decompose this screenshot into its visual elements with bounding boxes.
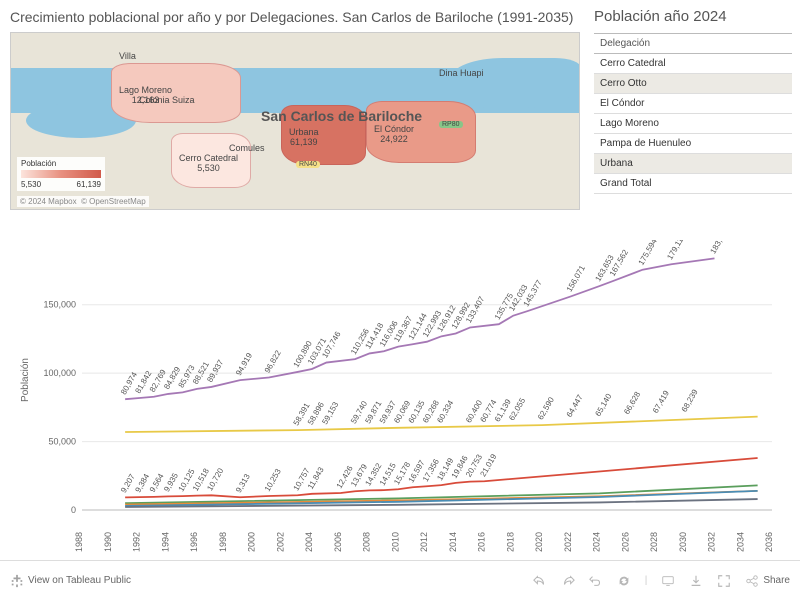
map-title: Crecimiento poblacional por año y por De…: [10, 8, 580, 26]
view-on-tableau-link[interactable]: View on Tableau Public: [28, 575, 131, 586]
svg-text:2002: 2002: [275, 532, 285, 552]
svg-text:2028: 2028: [649, 532, 659, 552]
svg-text:2032: 2032: [707, 532, 717, 552]
map-canvas[interactable]: VillaLago Moreno12,163Colonia SuizaCerro…: [10, 32, 580, 210]
map-center-label: San Carlos de Bariloche: [261, 108, 422, 124]
share-button[interactable]: Share: [745, 574, 790, 588]
map-attribution: © 2024 Mapbox © OpenStreetMap: [17, 196, 149, 207]
svg-text:2022: 2022: [563, 532, 573, 552]
svg-text:2018: 2018: [505, 532, 515, 552]
svg-text:2014: 2014: [448, 532, 458, 552]
svg-text:2024: 2024: [592, 532, 602, 552]
svg-text:67,419: 67,419: [651, 389, 671, 415]
refresh-icon[interactable]: [617, 574, 631, 588]
svg-text:9,313: 9,313: [234, 472, 252, 494]
svg-text:0: 0: [71, 505, 76, 515]
svg-text:66,628: 66,628: [622, 390, 642, 416]
svg-text:179,113: 179,113: [665, 240, 687, 261]
table-row[interactable]: Cerro Catedral: [594, 54, 792, 74]
line-chart[interactable]: 0 50,000 100,000 150,000 Población 1988 1990 19…: [0, 240, 800, 560]
svg-text:2026: 2026: [620, 532, 630, 552]
svg-text:2010: 2010: [390, 532, 400, 552]
svg-text:1998: 1998: [218, 532, 228, 552]
svg-text:156,071: 156,071: [565, 263, 588, 293]
svg-text:2034: 2034: [735, 532, 745, 552]
map-region-label: El Cóndor24,922: [374, 124, 414, 144]
table-row[interactable]: Grand Total: [594, 174, 792, 194]
svg-text:183,891: 183,891: [708, 240, 731, 255]
svg-text:10,253: 10,253: [263, 467, 283, 493]
map-region-label: Cerro Catedral5,530: [179, 153, 238, 173]
svg-text:1988: 1988: [74, 532, 84, 552]
table-section: Población año 2024 Delegación Cerro Cate…: [590, 0, 800, 240]
svg-text:Población: Población: [20, 358, 31, 402]
svg-text:11,843: 11,843: [306, 465, 326, 491]
map-legend: Población 5,53061,139: [17, 157, 105, 191]
svg-text:68,239: 68,239: [680, 387, 700, 413]
svg-text:65,140: 65,140: [593, 392, 613, 418]
svg-text:50,000: 50,000: [48, 437, 76, 447]
road-label: RP80: [439, 121, 463, 128]
svg-text:2030: 2030: [678, 532, 688, 552]
map-region-label: Colonia Suiza: [139, 95, 195, 105]
undo-icon[interactable]: [533, 574, 547, 588]
svg-text:2006: 2006: [333, 532, 343, 552]
svg-text:100,000: 100,000: [43, 368, 76, 378]
svg-text:89,937: 89,937: [205, 358, 225, 384]
svg-text:2020: 2020: [534, 532, 544, 552]
map-region-label: Urbana61,139: [289, 127, 319, 147]
redo-icon[interactable]: [561, 574, 575, 588]
svg-text:64,447: 64,447: [565, 393, 585, 419]
table-title: Población año 2024: [594, 8, 792, 25]
share-icon: [745, 574, 759, 588]
toolbar: View on Tableau Public | Share: [0, 560, 800, 600]
table-row[interactable]: El Cóndor: [594, 94, 792, 114]
svg-text:96,822: 96,822: [263, 348, 283, 374]
svg-text:2004: 2004: [304, 532, 314, 552]
download-icon[interactable]: [689, 574, 703, 588]
map-section: Crecimiento poblacional por año y por De…: [0, 0, 590, 240]
svg-text:2012: 2012: [419, 532, 429, 552]
table-row[interactable]: Lago Moreno: [594, 114, 792, 134]
svg-text:62,590: 62,590: [536, 395, 556, 421]
table-row[interactable]: Cerro Otto: [594, 74, 792, 94]
svg-text:2000: 2000: [247, 532, 257, 552]
delegation-table: Delegación Cerro CatedralCerro OttoEl Có…: [594, 33, 792, 194]
map-region-label: Dina Huapi: [439, 68, 484, 78]
table-header: Delegación: [594, 34, 792, 54]
svg-text:175,594: 175,594: [637, 240, 660, 267]
svg-text:2036: 2036: [764, 532, 774, 552]
svg-text:2008: 2008: [362, 532, 372, 552]
svg-text:2016: 2016: [477, 532, 487, 552]
map-region-label: Comules: [229, 143, 265, 153]
device-icon[interactable]: [661, 574, 675, 588]
table-row[interactable]: Urbana: [594, 154, 792, 174]
svg-text:1992: 1992: [132, 532, 142, 552]
svg-text:150,000: 150,000: [43, 300, 76, 310]
tableau-icon: [10, 574, 24, 588]
table-row[interactable]: Pampa de Huenuleo: [594, 134, 792, 154]
road-label: RN40: [296, 161, 320, 168]
revert-icon[interactable]: [589, 574, 603, 588]
map-region-label: Villa: [119, 51, 136, 61]
svg-text:1994: 1994: [160, 532, 170, 552]
fullscreen-icon[interactable]: [717, 574, 731, 588]
svg-text:1996: 1996: [189, 532, 199, 552]
svg-text:1990: 1990: [103, 532, 113, 552]
svg-text:62,055: 62,055: [507, 396, 527, 422]
